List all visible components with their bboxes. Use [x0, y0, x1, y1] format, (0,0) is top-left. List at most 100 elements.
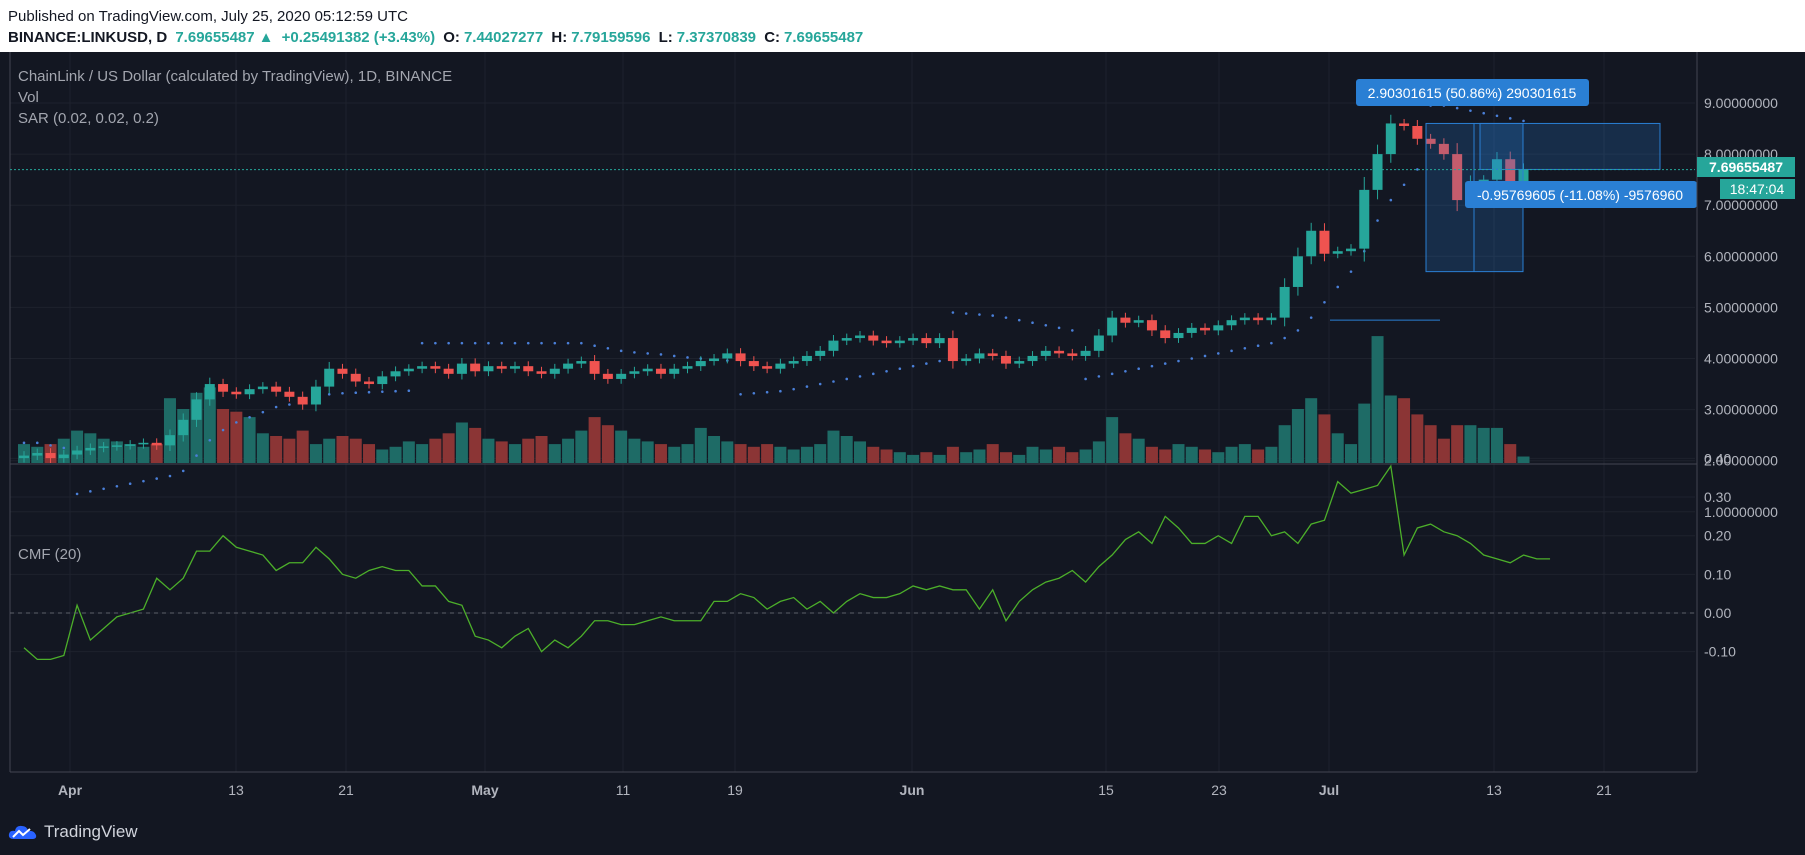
candle-body	[735, 353, 746, 362]
sar-dot	[473, 341, 477, 345]
candle-body	[616, 373, 627, 379]
candle-body	[709, 358, 720, 362]
price-chart[interactable]: 2.90301615 (50.86%) 290301615 -0.95769605…	[0, 52, 1805, 810]
candle-body	[1266, 317, 1277, 321]
candle-body	[1359, 189, 1370, 249]
sar-dot	[1177, 359, 1180, 363]
sar-dot	[752, 391, 756, 395]
sar-dot	[925, 362, 928, 365]
tradingview-logo[interactable]: TradingView	[8, 822, 138, 842]
branding-text: TradingView	[44, 822, 138, 841]
date-tick-label: Apr	[58, 782, 83, 798]
candle-body	[642, 368, 653, 372]
sar-dot	[580, 341, 583, 345]
candle-body	[1239, 317, 1250, 321]
sar-dot	[1256, 344, 1260, 348]
cmf-tick-label: -0.10	[1704, 644, 1736, 660]
high-value: 7.79159596	[571, 29, 651, 46]
candle-body	[1306, 230, 1317, 257]
cmf-tick-label: 0.20	[1704, 528, 1731, 544]
candle-body	[815, 350, 826, 356]
volume-bar	[363, 444, 376, 463]
cmf-tick-label: 0.10	[1704, 566, 1731, 582]
volume-bar	[1212, 452, 1225, 463]
candle-body	[855, 335, 866, 339]
sar-dot	[1508, 117, 1512, 120]
sar-dot	[898, 367, 902, 371]
volume-bar	[920, 452, 933, 463]
volume-bar	[1424, 425, 1437, 463]
sar-dot	[1270, 341, 1273, 345]
candle-body	[310, 386, 321, 405]
sar-dot	[1017, 318, 1021, 322]
volume-bar	[734, 444, 747, 463]
footer: TradingView	[0, 810, 1805, 855]
volume-bar	[1345, 444, 1357, 463]
sar-dot	[818, 382, 822, 386]
sar-dot	[1124, 369, 1127, 373]
volume-bar	[1437, 438, 1450, 463]
volume-bar	[1238, 444, 1251, 463]
volume-bar	[827, 430, 840, 463]
volume-bar	[1252, 449, 1265, 463]
sar-dots	[22, 104, 1525, 496]
candle-body	[1505, 159, 1516, 183]
sar-dot	[1137, 367, 1140, 371]
candle-body	[788, 361, 799, 364]
sar-dot	[659, 353, 663, 356]
candle-body	[85, 447, 96, 451]
chart-title: ChainLink / US Dollar (calculated by Tra…	[18, 68, 452, 85]
sar-dot	[858, 375, 862, 378]
sar-dot	[407, 389, 411, 392]
candle-body	[1399, 123, 1410, 126]
sar-dot	[1482, 111, 1485, 115]
candle-body	[1054, 350, 1065, 354]
candle-body	[403, 368, 414, 372]
sar-dot	[288, 403, 291, 406]
measure-tool[interactable]: 2.90301615 (50.86%) 290301615 -0.95769605…	[1330, 79, 1697, 321]
sar-dot	[1044, 323, 1048, 327]
sar-dot	[1402, 183, 1406, 187]
volume-bar	[708, 436, 721, 463]
cmf-tick-label: 0.00	[1704, 605, 1731, 621]
sar-dot	[1416, 168, 1419, 171]
volume-bar	[1159, 449, 1172, 463]
candle-body	[125, 444, 136, 446]
candle-body	[828, 340, 839, 351]
sar-dot	[885, 369, 888, 373]
sar-dot	[1057, 326, 1061, 330]
candle-body	[669, 368, 680, 374]
volume-bar	[495, 441, 508, 463]
sar-dot	[1217, 352, 1220, 355]
volume-bar	[1132, 438, 1145, 463]
candle-body	[1332, 251, 1343, 254]
candle-body	[1000, 355, 1011, 364]
volume-bar	[893, 452, 906, 463]
candle-body	[868, 335, 879, 341]
candle-body	[364, 381, 375, 385]
cmf-line	[23, 464, 1551, 661]
sar-dot	[1495, 114, 1499, 118]
cmf-indicator	[23, 464, 1551, 661]
candle-body	[1372, 154, 1383, 190]
candle-body	[1385, 123, 1396, 155]
sar-dot	[195, 454, 198, 457]
candles	[19, 114, 1529, 463]
candle-body	[443, 368, 454, 374]
volume-bar	[907, 454, 920, 463]
candle-body	[1346, 248, 1356, 252]
sar-dot	[739, 392, 742, 396]
date-tick-label: 15	[1098, 782, 1114, 798]
sar-dot	[566, 341, 570, 345]
volume-bar	[761, 444, 774, 463]
vol-legend: Vol	[18, 89, 39, 106]
volume-bar	[668, 446, 681, 463]
volume-bar	[1490, 427, 1503, 463]
sar-dot	[115, 484, 119, 488]
volume-bar	[548, 444, 561, 463]
volume-bar	[1026, 446, 1039, 463]
volume-bar	[1199, 449, 1212, 463]
volume-bar	[575, 430, 588, 463]
sar-dot	[964, 312, 968, 315]
sar-dot	[235, 421, 238, 424]
